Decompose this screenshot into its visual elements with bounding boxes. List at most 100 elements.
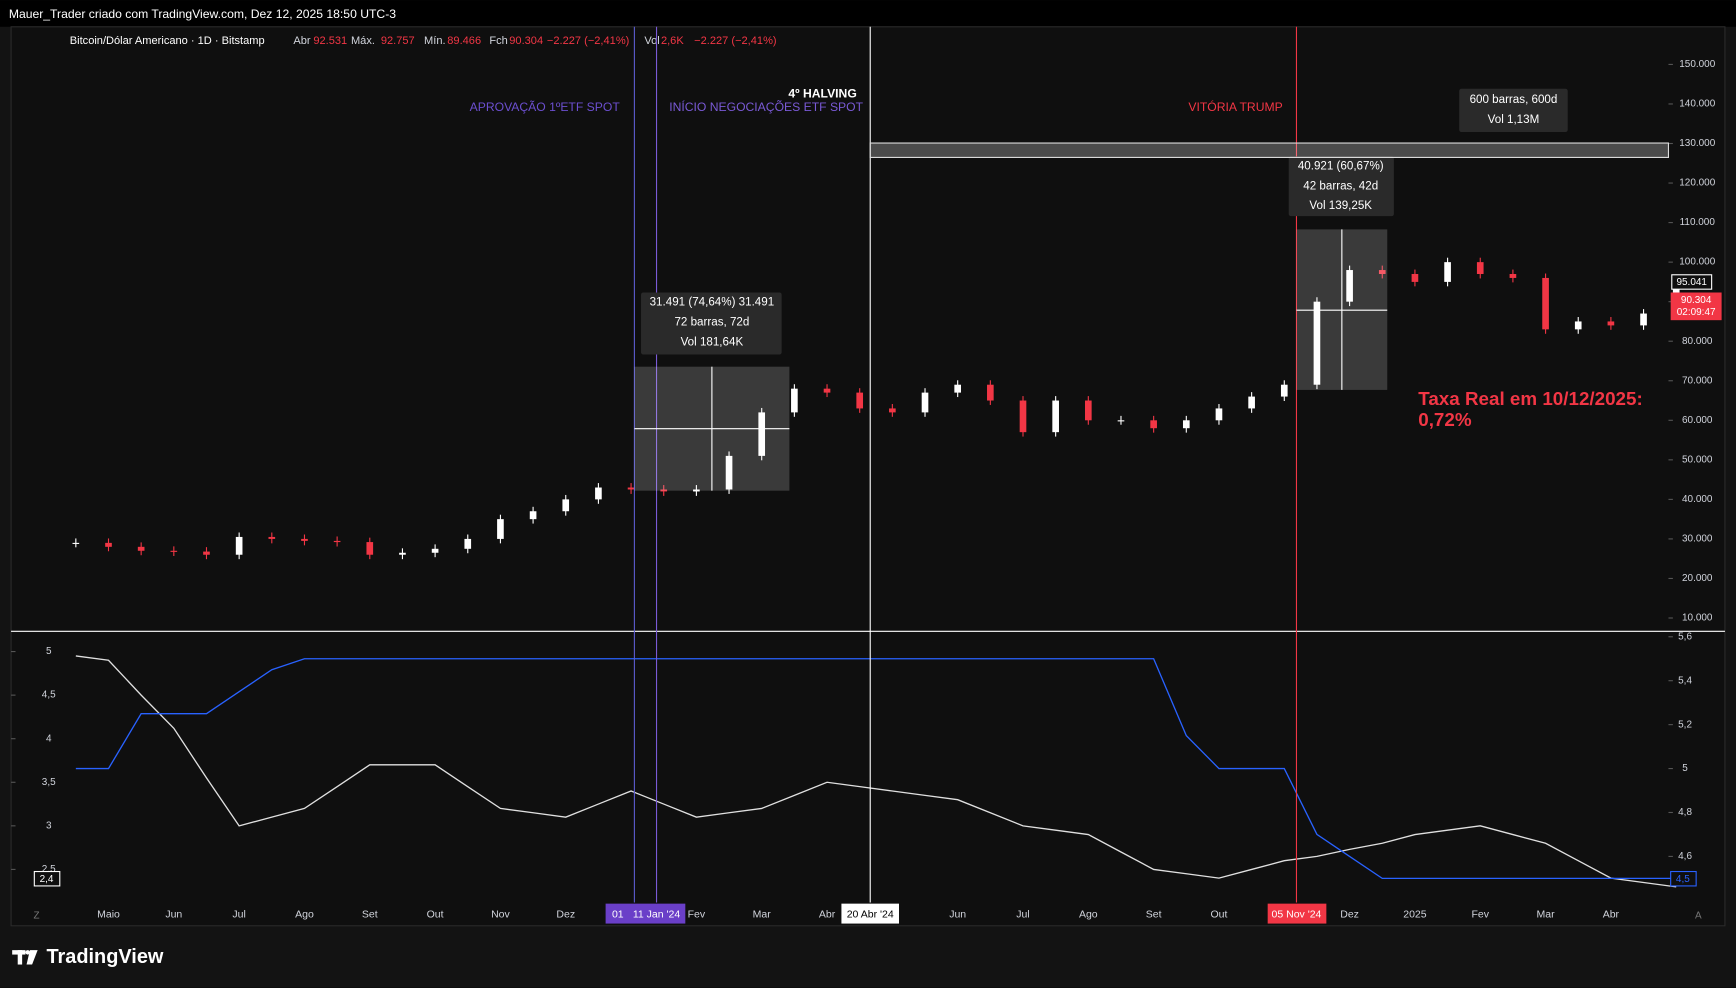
close: 90.304 (509, 35, 543, 47)
x-tick-label: Ago (295, 908, 314, 920)
candle (203, 551, 210, 555)
candle (889, 408, 896, 413)
candle (693, 489, 700, 492)
candle (1476, 262, 1484, 274)
y-tick-label: 4 (46, 733, 52, 744)
x-tick-label: Abr (819, 908, 836, 920)
price-badge (1671, 274, 1713, 290)
y-tick-label: 140.000 (1679, 99, 1715, 110)
measure-text: 72 barras, 72d (674, 315, 749, 328)
legend: Bitcoin/Dólar Americano · 1D · Bitstamp … (70, 35, 777, 47)
candle (1280, 384, 1288, 397)
price-badge-text: 90.304 (1681, 295, 1712, 306)
x-tick-label: Jun (949, 908, 966, 920)
x-tick-label: Ago (1079, 908, 1098, 920)
candle (660, 489, 668, 492)
candle (1640, 313, 1647, 326)
candle (1085, 400, 1092, 421)
axis-corner: Z (33, 910, 39, 921)
x-tick-label: Set (1146, 908, 1162, 920)
value-label: 2,4 (40, 874, 54, 885)
time-marker-text: 20 Abr '24 (847, 908, 894, 920)
x-tick-label: Jun (165, 908, 182, 920)
x-tick-label: Fev (688, 908, 706, 920)
candle (1509, 273, 1517, 278)
indicator-line (75, 655, 1677, 888)
brand: TradingView (46, 946, 163, 968)
y-tick-label: 3 (46, 820, 52, 831)
indicator-line (75, 658, 1677, 880)
candle (954, 384, 961, 393)
candle (137, 546, 145, 551)
y2-tick-label: 4,8 (1678, 807, 1692, 818)
x-tick-label: Mar (1537, 908, 1556, 920)
logo-shape (17, 950, 23, 965)
candle (170, 550, 178, 552)
candle (399, 552, 406, 555)
candle (1411, 273, 1419, 282)
y-tick-label: 80.000 (1682, 336, 1713, 347)
y-tick-label: 130.000 (1679, 138, 1715, 149)
measure-text: 40.921 (60,67%) (1298, 159, 1384, 172)
y-tick-label: 4,5 (42, 690, 56, 701)
y-tick-label: 3,5 (42, 777, 56, 788)
annotation: VITÓRIA TRUMP (1188, 99, 1282, 114)
value-label: 4,5 (1676, 874, 1690, 885)
y-tick-label: 10.000 (1682, 613, 1713, 624)
y-tick-label: 60.000 (1682, 415, 1713, 426)
y-tick-label: 120.000 (1679, 178, 1715, 189)
time-marker-text: 11 Jan '24 (633, 908, 681, 920)
y-tick-label: 100.000 (1679, 257, 1715, 268)
y-tick-label: 30.000 (1682, 534, 1713, 545)
y-tick-label: 50.000 (1682, 454, 1713, 465)
candle (1378, 270, 1386, 274)
candle (1019, 400, 1027, 433)
measure-text: Vol 181,64K (681, 335, 744, 348)
x-tick-label: Set (362, 908, 378, 920)
x-tick-label: Dez (556, 908, 575, 920)
low-label: Mín. (424, 35, 446, 47)
candle (758, 412, 766, 456)
x-tick-label: Abr (1603, 908, 1620, 920)
chart-area (10, 26, 1726, 927)
candle (627, 487, 635, 490)
time-marker-text: 01 (612, 908, 624, 920)
candle (1313, 301, 1321, 385)
axis-corner: A (1695, 910, 1702, 921)
y-tick-label: 110.000 (1680, 217, 1716, 228)
x-tick-label: 2025 (1403, 908, 1427, 920)
candle (1542, 277, 1549, 330)
candle (562, 499, 570, 512)
measure-text: 600 barras, 600d (1470, 93, 1558, 106)
candle (1150, 420, 1157, 429)
candle (431, 548, 439, 553)
x-tick-label: Mar (753, 908, 772, 920)
high: 92.757 (381, 35, 415, 47)
symbol: Bitcoin/Dólar Americano · 1D · Bitstamp (70, 35, 265, 47)
x-tick-label: Out (427, 908, 444, 920)
candle (856, 392, 864, 409)
measure-text: Vol 139,25K (1309, 199, 1372, 212)
candle (1117, 420, 1125, 422)
change: −2.227 (−2,41%) (547, 35, 629, 47)
logo (12, 950, 38, 965)
candle (1444, 262, 1451, 282)
candle (72, 542, 80, 544)
x-tick-label: Out (1210, 908, 1227, 920)
candle (268, 536, 276, 539)
time-marker-text: 05 Nov '24 (1272, 908, 1322, 920)
candle (1607, 321, 1615, 326)
y-tick-label: 20.000 (1682, 573, 1713, 584)
candle (1248, 396, 1255, 409)
candle (235, 536, 243, 555)
candle (725, 455, 733, 490)
y2-tick-label: 4,6 (1678, 851, 1692, 862)
candle (921, 392, 929, 413)
logo-shape (25, 950, 30, 955)
y-tick-label: 150.000 (1679, 59, 1715, 70)
value-badge (1670, 870, 1697, 887)
y-tick-label: 2,5 (42, 864, 56, 875)
annotation: Taxa Real em 10/12/2025: (1418, 388, 1643, 409)
x-tick-label: Nov (491, 908, 510, 920)
